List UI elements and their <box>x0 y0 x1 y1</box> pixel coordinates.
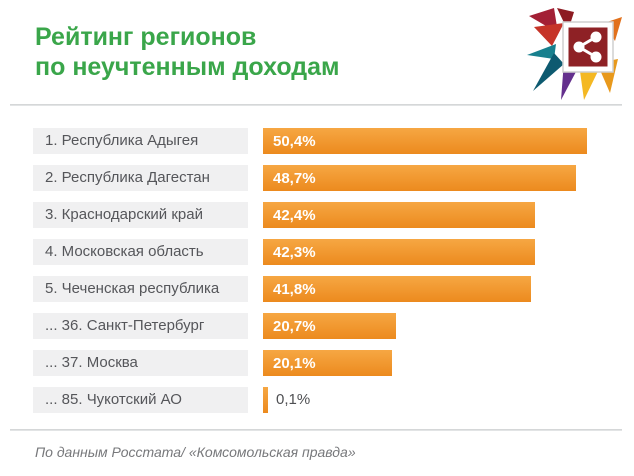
chart-row: 1. Республика Адыгея 50,4% <box>33 128 623 154</box>
value-label: 50,4% <box>273 132 316 150</box>
region-label: ... 36. Санкт-Петербург <box>33 313 248 339</box>
region-label: 2. Республика Дагестан <box>33 165 248 191</box>
value-bar: 20,7% <box>263 313 396 339</box>
bar-track: 41,8% <box>263 276 531 302</box>
value-bar: 42,3% <box>263 239 535 265</box>
region-label: 1. Республика Адыгея <box>33 128 248 154</box>
bar-track: 42,3% <box>263 239 535 265</box>
chart-row: ... 36. Санкт-Петербург 20,7% <box>33 313 623 339</box>
share-icon <box>562 21 614 73</box>
bar-track: 42,4% <box>263 202 535 228</box>
region-label: 4. Московская область <box>33 239 248 265</box>
chart-row: 5. Чеченская республика 41,8% <box>33 276 623 302</box>
chart-row: 3. Краснодарский край 42,4% <box>33 202 623 228</box>
region-label: ... 85. Чукотский АО <box>33 387 248 413</box>
value-bar: 20,1% <box>263 350 392 376</box>
bar-track: 48,7% <box>263 165 576 191</box>
value-label: 48,7% <box>273 169 316 187</box>
region-label: 3. Краснодарский край <box>33 202 248 228</box>
bottom-divider <box>10 429 622 431</box>
page-title: Рейтинг регионов по неучтенным доходам <box>35 22 340 82</box>
chart-row: ... 85. Чукотский АО 0,1% <box>33 387 623 413</box>
chart-row: ... 37. Москва 20,1% <box>33 350 623 376</box>
value-bar: 41,8% <box>263 276 531 302</box>
value-label: 0,1% <box>276 391 311 408</box>
value-label: 41,8% <box>273 280 316 298</box>
value-label: 42,3% <box>273 243 316 261</box>
value-bar: 48,7% <box>263 165 576 191</box>
source-credit: По данным Росстата/ «Комсомольская правд… <box>35 444 356 460</box>
title-line-1: Рейтинг регионов <box>35 23 257 51</box>
chart-row: 4. Московская область 42,3% <box>33 239 623 265</box>
value-bar <box>263 387 268 413</box>
value-label: 42,4% <box>273 206 316 224</box>
bar-track: 20,7% <box>263 313 396 339</box>
bar-track: 20,1% <box>263 350 392 376</box>
chart-row: 2. Республика Дагестан 48,7% <box>33 165 623 191</box>
top-divider <box>10 104 622 106</box>
region-label: 5. Чеченская республика <box>33 276 248 302</box>
value-bar: 42,4% <box>263 202 535 228</box>
value-bar: 50,4% <box>263 128 587 154</box>
region-label: ... 37. Москва <box>33 350 248 376</box>
bar-chart: 1. Республика Адыгея 50,4% 2. Республика Д… <box>33 128 623 424</box>
bar-track: 50,4% <box>263 128 587 154</box>
kp-starburst-logo <box>527 8 622 100</box>
title-line-2: по неучтенным доходам <box>35 53 340 81</box>
value-label: 20,7% <box>273 317 316 335</box>
bar-track: 0,1% <box>263 387 310 413</box>
value-label: 20,1% <box>273 354 316 372</box>
